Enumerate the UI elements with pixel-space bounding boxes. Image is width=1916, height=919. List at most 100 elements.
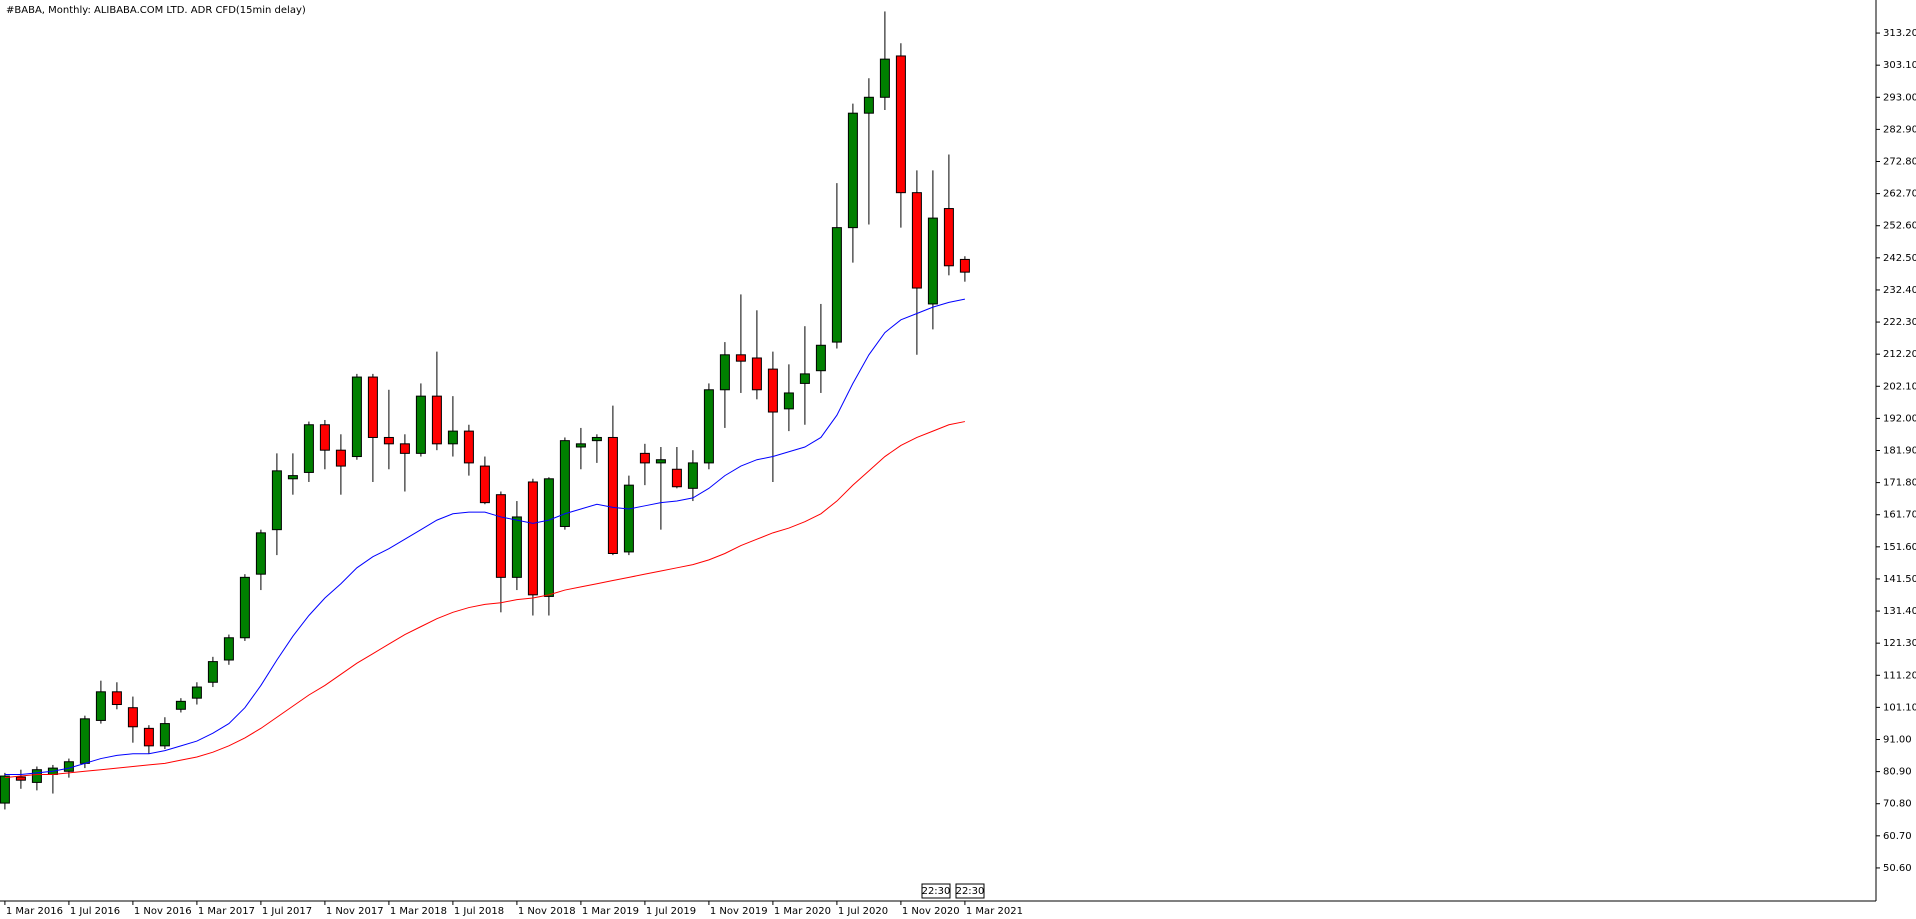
candle-body: [687, 462, 698, 489]
candle-body: [207, 661, 218, 683]
candle-body: [879, 58, 890, 98]
time-marker-box: [955, 883, 985, 899]
x-tick-label: 1 Mar 2017: [198, 906, 255, 917]
candle-body: [79, 718, 90, 764]
candle-body: [255, 532, 266, 575]
y-tick-label: 50.60: [1883, 863, 1912, 874]
candle-body: [799, 373, 810, 384]
y-tick-label: 121.30: [1883, 638, 1916, 649]
candle-body: [111, 691, 122, 706]
y-tick-label: 212.20: [1883, 349, 1916, 360]
candle-body: [143, 727, 154, 747]
candle-body: [895, 55, 906, 194]
candle-body: [655, 459, 666, 464]
candle-body: [815, 344, 826, 372]
candle-body: [559, 440, 570, 527]
candle-body: [575, 443, 586, 448]
y-tick-label: 293.00: [1883, 92, 1916, 103]
y-tick-label: 80.90: [1883, 767, 1912, 778]
y-tick-label: 192.00: [1883, 413, 1916, 424]
candle-body: [415, 395, 426, 454]
time-marker: 22:30: [922, 886, 951, 897]
candle-body: [431, 395, 442, 445]
x-tick-label: 1 Jul 2019: [646, 906, 696, 917]
candle-body: [0, 775, 10, 804]
candle-body: [847, 112, 858, 229]
candle-body: [63, 761, 74, 772]
candle-body: [511, 516, 522, 578]
candle-body: [831, 227, 842, 343]
candle-body: [767, 368, 778, 413]
candle-body: [863, 96, 874, 114]
x-tick-label: 1 Nov 2019: [710, 906, 768, 917]
y-tick-label: 60.70: [1883, 831, 1912, 842]
moving-average-line: [4, 421, 965, 779]
y-tick-label: 111.20: [1883, 670, 1916, 681]
y-tick-label: 131.40: [1883, 606, 1916, 617]
candle-body: [127, 707, 138, 728]
candle-body: [463, 430, 474, 464]
candle-body: [591, 436, 602, 442]
y-tick-label: 161.70: [1883, 510, 1916, 521]
y-tick-label: 303.10: [1883, 60, 1916, 71]
candle-body: [671, 468, 682, 488]
x-tick-label: 1 Nov 2018: [518, 906, 576, 917]
candle-body: [607, 436, 618, 555]
x-tick-label: 1 Mar 2021: [966, 906, 1023, 917]
y-tick-label: 151.60: [1883, 542, 1916, 553]
x-tick-label: 1 Mar 2016: [6, 906, 63, 917]
x-tick-label: 1 Jul 2018: [454, 906, 504, 917]
x-tick-label: 1 Jul 2020: [838, 906, 888, 917]
candle-body: [271, 470, 282, 531]
candle-body: [735, 354, 746, 362]
y-tick-label: 171.80: [1883, 478, 1916, 489]
y-tick-label: 232.40: [1883, 285, 1916, 296]
y-tick-label: 202.10: [1883, 381, 1916, 392]
y-tick-label: 101.10: [1883, 702, 1916, 713]
candle-body: [639, 452, 650, 464]
y-tick-label: 70.80: [1883, 799, 1912, 810]
candle-body: [15, 776, 26, 781]
y-tick-label: 262.70: [1883, 189, 1916, 200]
candle-body: [927, 217, 938, 305]
candle-body: [95, 691, 106, 721]
candle-body: [287, 475, 298, 480]
x-tick-label: 1 Nov 2016: [134, 906, 192, 917]
candle-body: [543, 478, 554, 597]
x-tick-label: 1 Jul 2017: [262, 906, 312, 917]
candle-body: [911, 192, 922, 289]
x-tick-label: 1 Mar 2018: [390, 906, 447, 917]
x-tick-label: 1 Mar 2019: [582, 906, 639, 917]
candle-body: [479, 465, 490, 504]
time-marker: 22:30: [956, 886, 985, 897]
candle-body: [335, 449, 346, 467]
candle-body: [223, 637, 234, 661]
candle-body: [703, 389, 714, 464]
candle-body: [175, 700, 186, 710]
candle-body: [303, 424, 314, 473]
y-tick-label: 272.80: [1883, 157, 1916, 168]
y-tick-label: 313.20: [1883, 28, 1916, 39]
x-tick-label: 1 Nov 2020: [902, 906, 960, 917]
candle-body: [751, 357, 762, 391]
y-tick-label: 141.50: [1883, 574, 1916, 585]
candle-body: [191, 686, 202, 699]
candle-body: [943, 208, 954, 267]
candle-body: [959, 258, 970, 273]
candle-body: [783, 392, 794, 410]
candle-body: [495, 494, 506, 578]
y-tick-label: 242.50: [1883, 253, 1916, 264]
candle-body: [159, 723, 170, 747]
candle-body: [623, 484, 634, 553]
time-marker-box: [921, 883, 951, 899]
y-tick-label: 222.30: [1883, 317, 1916, 328]
candle-body: [239, 576, 250, 639]
candle-body: [367, 376, 378, 438]
candle-body: [319, 424, 330, 451]
x-tick-label: 1 Nov 2017: [326, 906, 384, 917]
candle-body: [527, 481, 538, 596]
candle-body: [383, 436, 394, 445]
x-tick-label: 1 Jul 2016: [70, 906, 120, 917]
